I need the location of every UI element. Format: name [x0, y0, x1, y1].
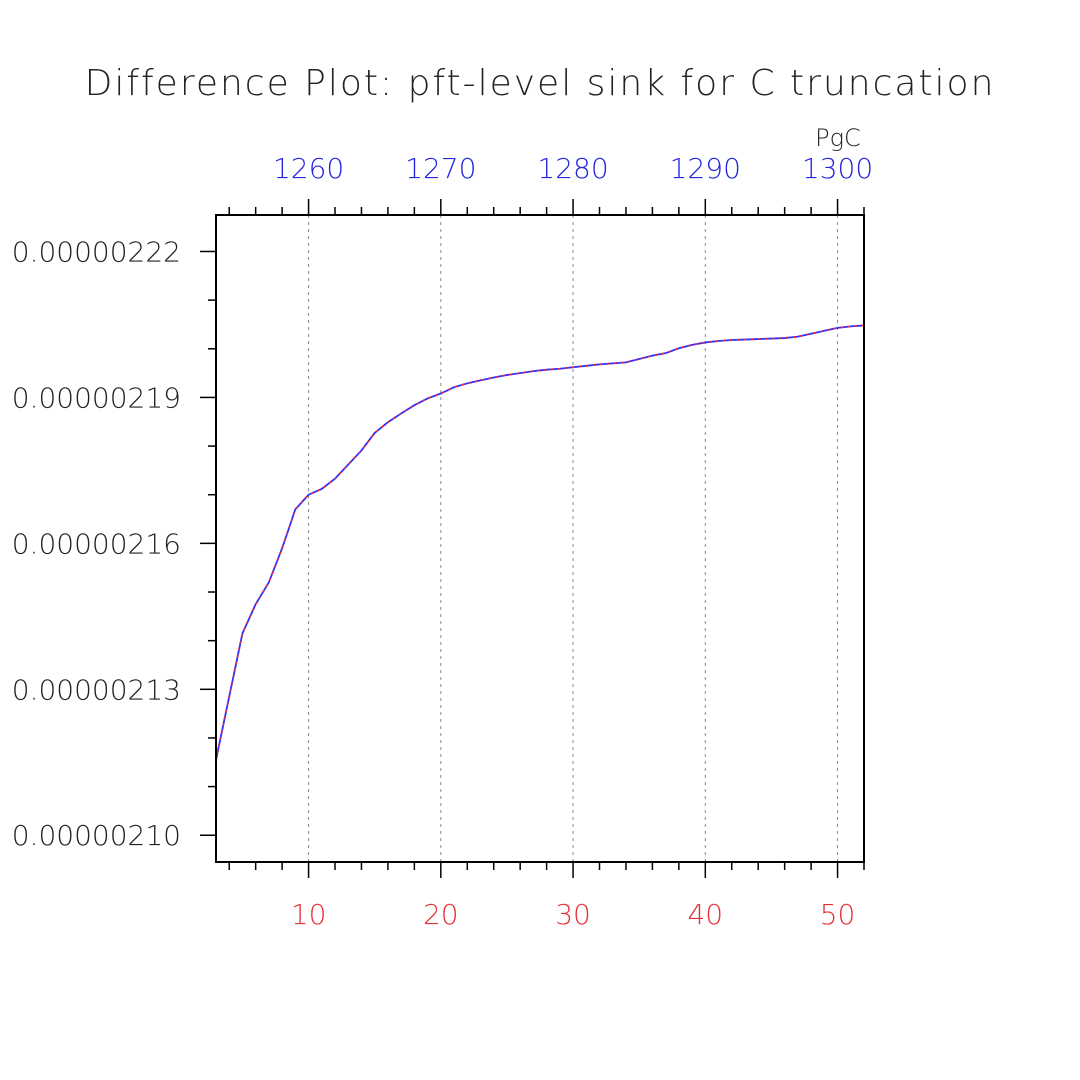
top-axis-unit: PgC — [815, 124, 861, 152]
top-tick-label: 1270 — [405, 152, 476, 185]
y-tick-label: 0.00000222 — [12, 235, 181, 268]
top-tick-label: 1280 — [537, 152, 608, 185]
chart-title: Difference Plot: pft-level sink for C tr… — [85, 63, 996, 104]
plot-frame — [215, 214, 865, 863]
tick-labels: 10 20 30 40 50 1260 1270 1280 1290 1300 0.00000210… — [12, 152, 873, 931]
grid-lines — [308, 215, 839, 862]
top-tick-label: 1260 — [273, 152, 344, 185]
top-tick-label: 1300 — [802, 152, 873, 185]
top-tick-label: 1290 — [670, 152, 741, 185]
x-tick-label: 20 — [423, 898, 459, 931]
y-tick-label: 0.00000219 — [12, 381, 181, 414]
x-tick-label: 10 — [291, 898, 327, 931]
axes — [200, 199, 865, 878]
series-lines — [215, 324, 865, 761]
x-tick-label: 50 — [820, 898, 856, 931]
y-tick-label: 0.00000216 — [12, 527, 181, 560]
series-line — [215, 324, 865, 761]
y-tick-label: 0.00000210 — [12, 819, 181, 852]
x-tick-label: 40 — [687, 898, 723, 931]
y-tick-label: 0.00000213 — [12, 673, 181, 706]
x-tick-label: 30 — [555, 898, 591, 931]
